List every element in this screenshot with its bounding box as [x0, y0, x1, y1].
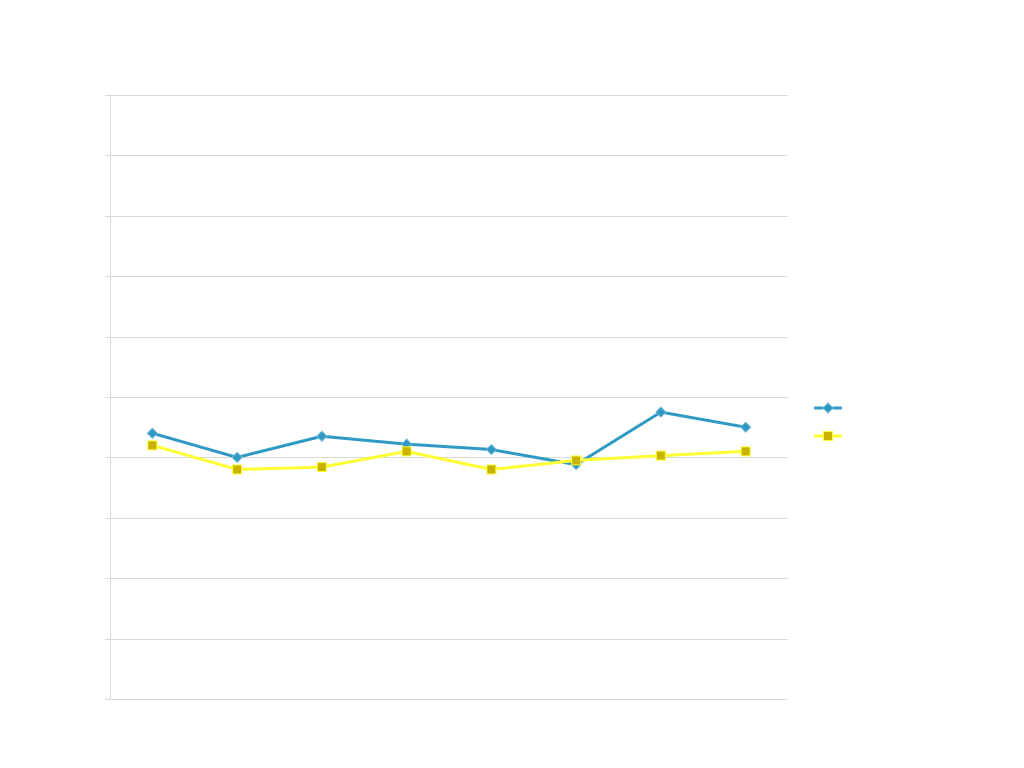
gridlines — [110, 95, 788, 700]
series-line — [150, 443, 748, 471]
data-point-diamond — [146, 427, 159, 439]
data-point-square — [316, 462, 327, 473]
data-point-diamond — [655, 406, 667, 418]
series-layer — [146, 406, 752, 475]
legend-entry-1 — [814, 402, 842, 414]
legend — [814, 402, 842, 441]
data-point-square — [232, 464, 243, 475]
legend-entry-2 — [814, 431, 842, 441]
data-point-square — [655, 450, 666, 461]
data-point-diamond — [822, 402, 834, 414]
data-point-square — [571, 455, 582, 466]
data-point-diamond — [231, 451, 243, 464]
series-2 — [147, 440, 751, 475]
data-point-square — [147, 440, 158, 451]
data-point-square — [740, 446, 751, 457]
data-point-square — [823, 431, 833, 441]
data-point-square — [401, 446, 412, 457]
data-point-diamond — [739, 421, 752, 433]
data-point-diamond — [485, 443, 498, 456]
series-line — [150, 410, 748, 467]
axes — [105, 95, 111, 700]
data-point-square — [486, 464, 497, 475]
data-point-diamond — [316, 430, 328, 442]
